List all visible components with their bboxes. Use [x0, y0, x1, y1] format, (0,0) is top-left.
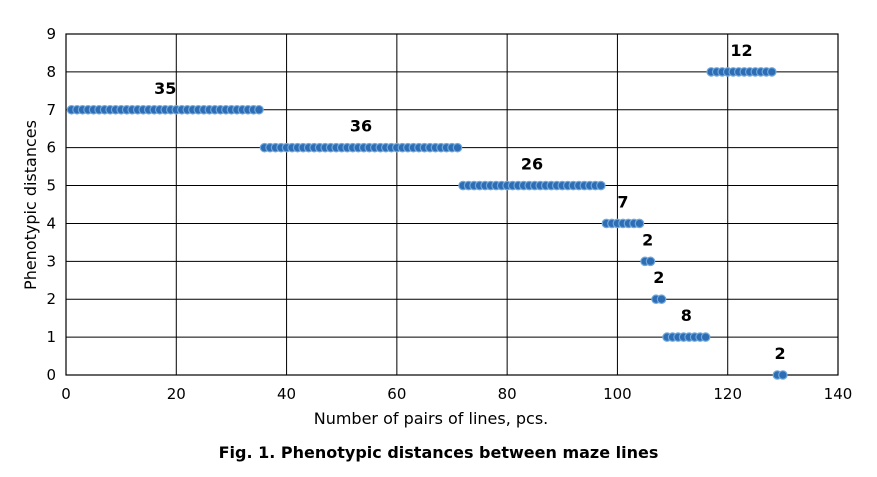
group-count-label: 35	[154, 79, 176, 98]
y-tick-label: 3	[46, 252, 56, 270]
plot-area	[65, 33, 839, 376]
data-point	[596, 180, 606, 191]
group-count-label: 2	[653, 268, 664, 287]
group-count-label: 26	[521, 155, 543, 174]
data-point	[634, 218, 645, 229]
y-tick-label: 7	[46, 101, 56, 119]
x-tick-label: 60	[387, 385, 406, 403]
x-tick-label: 0	[61, 385, 71, 403]
data-point	[778, 370, 788, 380]
x-tick-label: 100	[603, 385, 632, 403]
group-count-label: 36	[350, 117, 372, 136]
y-tick-label: 9	[46, 25, 56, 43]
data-points	[66, 67, 788, 380]
group-count-label: 12	[730, 41, 752, 60]
y-tick-label: 0	[46, 366, 56, 384]
data-point	[656, 294, 667, 305]
y-tick-label: 5	[46, 177, 56, 195]
y-axis-ticks: 0 1 2 3 4 5 6 7 8 9	[46, 25, 56, 384]
group-count-label: 2	[775, 344, 786, 363]
plot-border	[65, 33, 839, 376]
y-tick-label: 4	[46, 214, 56, 232]
data-point	[767, 67, 777, 77]
x-axis-label: Number of pairs of lines, pcs.	[314, 409, 549, 428]
x-tick-label: 120	[713, 385, 742, 403]
group-count-label: 8	[681, 306, 692, 325]
x-tick-label: 20	[167, 385, 186, 403]
figure-caption: Fig. 1. Phenotypic distances between maz…	[218, 443, 659, 462]
y-axis-label: Phenotypic distances	[21, 120, 40, 290]
y-tick-label: 1	[46, 328, 56, 346]
y-tick-label: 8	[46, 63, 56, 81]
group-count-label: 7	[617, 192, 628, 211]
y-tick-label: 6	[46, 139, 56, 157]
x-tick-label: 40	[277, 385, 296, 403]
data-point	[452, 142, 463, 153]
data-point	[254, 104, 264, 115]
group-count-label: 2	[642, 230, 653, 249]
data-point	[645, 256, 656, 267]
data-point	[700, 332, 711, 342]
y-tick-label: 2	[46, 290, 56, 308]
x-tick-label: 140	[824, 385, 853, 403]
x-axis-ticks: 0 20 40 60 80 100 120 140	[61, 385, 852, 403]
x-tick-label: 80	[498, 385, 517, 403]
grid	[65, 33, 839, 376]
